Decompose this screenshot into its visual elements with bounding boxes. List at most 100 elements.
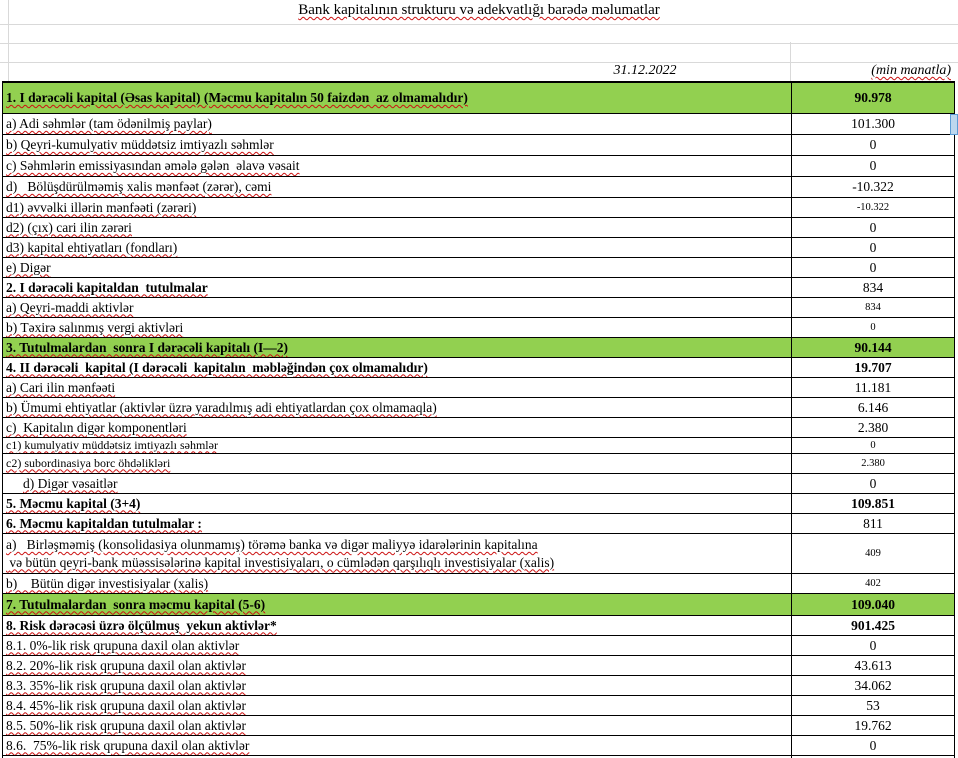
row-label[interactable]: d) Digər vəsaitlər xyxy=(3,474,792,493)
row-value-text: 101.300 xyxy=(851,116,895,131)
table-row: 4. II dərəcəli kapital (I dərəcəli kapit… xyxy=(3,358,954,378)
row-value[interactable]: -10.322 xyxy=(792,198,954,217)
row-value-text: 34.062 xyxy=(854,677,892,693)
row-value[interactable]: -10.322 xyxy=(792,177,954,197)
row-value[interactable]: 834 xyxy=(792,278,954,297)
row-label[interactable]: d2) (çıx) cari ilin zərəri xyxy=(3,218,792,237)
row-value-text: 109.851 xyxy=(851,495,895,511)
date-row: 31.12.2022 (min manatla) xyxy=(0,63,958,82)
row-value[interactable]: 11.181 xyxy=(792,378,954,397)
row-value[interactable]: 834 xyxy=(792,298,954,317)
row-label[interactable]: c2) subordinasiya borc öhdəlikləri xyxy=(3,454,792,473)
gridline-vertical-column-split xyxy=(790,42,791,81)
row-value[interactable]: 90.144 xyxy=(792,338,954,357)
row-value-text: 109.040 xyxy=(851,596,895,612)
sheet-header-area: Bank kapitalının strukturu və adekvatlığ… xyxy=(0,0,958,81)
row-label[interactable]: c) Kapitalın digər komponentləri xyxy=(3,418,792,437)
table-row: d1) əvvəlki illərin mənfəəti (zərəri) -10… xyxy=(3,198,954,218)
row-label[interactable]: 8.1. 0%-lik risk qrupuna daxil olan akti… xyxy=(3,636,792,655)
row-label[interactable]: b) Qeyri-kumulyativ müddətsiz imtiyazlı … xyxy=(3,135,792,155)
row-label[interactable]: c) Səhmlərin emissiyasından əmələ gələn … xyxy=(3,156,792,176)
unit-note-text: (min manatla) xyxy=(871,63,951,78)
row-label-text: c) Səhmlərin emissiyasından əmələ gələn … xyxy=(6,158,300,174)
row-label[interactable]: a) Adi səhmlər (tam ödənilmiş paylar) xyxy=(3,114,792,134)
table-row: d) Digər vəsaitlər 0 xyxy=(3,474,954,494)
row-value-text: 19.762 xyxy=(854,717,892,733)
row-label-text: a) Cari ilin mənfəəti xyxy=(6,379,116,395)
row-label[interactable]: 7. Tutulmalardan sonra məcmu kapital (5-… xyxy=(3,594,792,615)
row-label[interactable]: b) Ümumi ehtiyatlar (aktivlər üzrə yarad… xyxy=(3,398,792,417)
row-label-text: b) Ümumi ehtiyatlar (aktivlər üzrə yarad… xyxy=(6,399,437,415)
row-value[interactable]: 409 xyxy=(792,534,954,573)
row-label-text: d2) (çıx) cari ilin zərəri xyxy=(6,219,132,235)
table-row: 8.3. 35%-lik risk qrupuna daxil olan akt… xyxy=(3,676,954,696)
row-label[interactable]: a) Birləşməmiş (konsolidasiya olunmamış)… xyxy=(3,534,792,573)
row-label[interactable]: 5. Məcmu kapital (3+4) xyxy=(3,494,792,513)
row-value[interactable]: 0 xyxy=(792,156,954,176)
row-label[interactable]: 4. II dərəcəli kapital (I dərəcəli kapit… xyxy=(3,358,792,377)
row-label[interactable]: 8.3. 35%-lik risk qrupuna daxil olan akt… xyxy=(3,676,792,695)
table-row: a) Birləşməmiş (konsolidasiya olunmamış)… xyxy=(3,534,954,574)
row-value[interactable]: 2.380 xyxy=(792,454,954,473)
empty-row-2[interactable] xyxy=(0,44,958,63)
row-label[interactable]: 8.2. 20%-lik risk qrupuna daxil olan akt… xyxy=(3,656,792,675)
row-value[interactable]: 6.146 xyxy=(792,398,954,417)
row-value[interactable]: 101.300 xyxy=(792,114,954,134)
row-value[interactable]: 19.707 xyxy=(792,358,954,377)
row-label[interactable]: 1. I dərəcəli kapital (Əsas kapital) (Mə… xyxy=(3,83,792,113)
row-label[interactable]: 8.5. 50%-lik risk qrupuna daxil olan akt… xyxy=(3,716,792,735)
table-row: d2) (çıx) cari ilin zərəri 0 xyxy=(3,218,954,238)
selection-marker[interactable] xyxy=(950,114,958,135)
row-value[interactable]: 0 xyxy=(792,238,954,257)
row-value[interactable]: 402 xyxy=(792,574,954,593)
row-value[interactable]: 90.978 xyxy=(792,83,954,113)
row-value[interactable]: 811 xyxy=(792,514,954,533)
row-value[interactable]: 43.613 xyxy=(792,656,954,675)
row-label[interactable]: d1) əvvəlki illərin mənfəəti (zərəri) xyxy=(3,198,792,217)
row-label[interactable]: a) Qeyri-maddi aktivlər xyxy=(3,298,792,317)
table-row: 3. Tutulmalardan sonra I dərəcəli kapita… xyxy=(3,338,954,358)
row-value[interactable]: 109.040 xyxy=(792,594,954,615)
row-value[interactable]: 109.851 xyxy=(792,494,954,513)
row-value[interactable]: 0 xyxy=(792,438,954,453)
unit-note[interactable]: (min manatla) xyxy=(790,63,955,82)
row-label-text: d1) əvvəlki illərin mənfəəti (zərəri) xyxy=(6,199,197,215)
row-value[interactable]: 34.062 xyxy=(792,676,954,695)
capital-table: 1. I dərəcəli kapital (Əsas kapital) (Mə… xyxy=(2,81,958,758)
row-label[interactable]: e) Digər xyxy=(3,258,792,277)
row-value-text: 90.144 xyxy=(854,339,892,355)
row-label[interactable]: 8. Risk dərəcəsi üzrə ölçülmuş yekun akt… xyxy=(3,616,792,635)
row-label[interactable]: b) Bütün digər investisiyalar (xalis) xyxy=(3,574,792,593)
row-label[interactable]: 8.4. 45%-lik risk qrupuna daxil olan akt… xyxy=(3,696,792,715)
row-label[interactable]: c1) kumulyativ müddətsiz imtiyazlı səhml… xyxy=(3,438,792,453)
table-row: 8.2. 20%-lik risk qrupuna daxil olan akt… xyxy=(3,656,954,676)
row-value-text: 0 xyxy=(869,637,877,653)
row-label-text: d) Digər vəsaitlər xyxy=(23,475,118,491)
row-label[interactable]: 2. I dərəcəli kapitaldan tutulmalar xyxy=(3,278,792,297)
row-value-text: 11.181 xyxy=(854,379,892,395)
row-value[interactable]: 0 xyxy=(792,258,954,277)
row-value[interactable]: 2.380 xyxy=(792,418,954,437)
row-label[interactable]: 8.6. 75%-lik risk qrupuna daxil olan akt… xyxy=(3,736,792,755)
row-value-text: 53 xyxy=(866,697,880,713)
row-label[interactable]: b) Təxirə salınmış vergi aktivləri xyxy=(3,318,792,337)
row-value[interactable]: 19.762 xyxy=(792,716,954,735)
row-label-text: c) Kapitalın digər komponentləri xyxy=(6,419,187,435)
row-value[interactable]: 0 xyxy=(792,474,954,493)
row-value[interactable]: 901.425 xyxy=(792,616,954,635)
row-value[interactable]: 0 xyxy=(792,636,954,655)
row-value[interactable]: 53 xyxy=(792,696,954,715)
row-value[interactable]: 0 xyxy=(792,736,954,755)
row-label[interactable]: d) Bölüşdürülməmiş xalis mənfəət (zərər)… xyxy=(3,177,792,197)
row-value[interactable]: 0 xyxy=(792,135,954,155)
row-label[interactable] xyxy=(3,756,792,758)
row-label[interactable]: 3. Tutulmalardan sonra I dərəcəli kapita… xyxy=(3,338,792,357)
empty-row-1[interactable] xyxy=(0,25,958,44)
row-label[interactable]: 6. Məcmu kapitaldan tutulmalar : xyxy=(3,514,792,533)
row-value-text: 2.380 xyxy=(857,419,889,435)
row-value[interactable]: 0 xyxy=(792,318,954,337)
row-label[interactable]: a) Cari ilin mənfəəti xyxy=(3,378,792,397)
report-date[interactable]: 31.12.2022 xyxy=(613,63,677,78)
row-label[interactable]: d3) kapital ehtiyatları (fondları) xyxy=(3,238,792,257)
row-value[interactable]: 0 xyxy=(792,218,954,237)
